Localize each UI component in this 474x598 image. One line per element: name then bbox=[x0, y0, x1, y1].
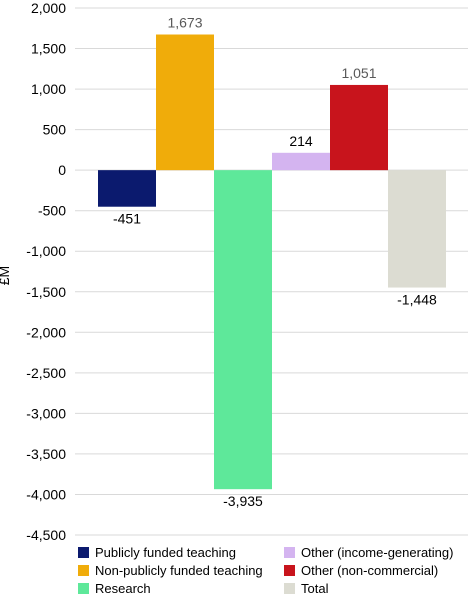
legend-item: Other (income-generating) bbox=[284, 543, 453, 561]
bars bbox=[98, 34, 446, 490]
bar bbox=[156, 34, 214, 171]
y-tick-label: -3,500 bbox=[26, 446, 66, 462]
y-tick-label: 500 bbox=[43, 122, 67, 138]
legend-swatch bbox=[78, 564, 89, 576]
legend-item: Publicly funded teaching bbox=[78, 543, 236, 561]
legend-swatch bbox=[284, 564, 295, 576]
y-tick-label: 1,500 bbox=[31, 41, 66, 57]
y-axis-ticks: 2,000 1,500 1,000 500 0 -500 -1,000 -1,500 -2,00… bbox=[26, 0, 66, 543]
data-label: 1,051 bbox=[341, 65, 376, 81]
y-tick-label: -2,000 bbox=[26, 324, 66, 340]
legend-item: Research bbox=[78, 579, 151, 597]
y-tick-label: -4,500 bbox=[26, 527, 66, 543]
bar bbox=[388, 170, 446, 288]
legend-item: Non-publicly funded teaching bbox=[78, 561, 263, 579]
y-tick-label: -3,000 bbox=[26, 405, 66, 421]
data-labels: -451 1,673 -3,935 214 1,051 -1,448 bbox=[113, 15, 437, 510]
y-tick-label: 1,000 bbox=[31, 81, 66, 97]
bar bbox=[98, 170, 156, 207]
y-tick-label: 0 bbox=[58, 162, 66, 178]
legend-label: Research bbox=[95, 580, 151, 596]
y-tick-label: 2,000 bbox=[31, 0, 66, 16]
legend-label: Publicly funded teaching bbox=[95, 544, 236, 560]
y-tick-label: -2,500 bbox=[26, 365, 66, 381]
y-tick-label: -4,000 bbox=[26, 486, 66, 502]
legend-swatch bbox=[78, 546, 89, 558]
data-label: -451 bbox=[113, 211, 141, 227]
data-label: 214 bbox=[289, 133, 313, 149]
legend-item: Other (non-commercial) bbox=[284, 561, 438, 579]
data-label: 1,673 bbox=[167, 15, 202, 31]
bar bbox=[214, 170, 272, 490]
data-label: -3,935 bbox=[223, 493, 263, 509]
legend-swatch bbox=[78, 582, 89, 594]
legend-label: Other (income-generating) bbox=[301, 544, 454, 560]
bar bbox=[330, 84, 388, 171]
data-label: -1,448 bbox=[397, 292, 437, 308]
legend-swatch bbox=[284, 546, 295, 558]
bar bbox=[272, 152, 330, 171]
legend-label: Non-publicly funded teaching bbox=[95, 562, 263, 578]
legend-swatch bbox=[284, 582, 295, 594]
y-tick-label: -500 bbox=[38, 203, 66, 219]
y-axis-label: £M bbox=[0, 266, 12, 285]
y-tick-label: -1,000 bbox=[26, 243, 66, 259]
legend: Publicly funded teaching Non-publicly fun… bbox=[78, 543, 474, 597]
legend-item: Total bbox=[284, 579, 328, 597]
legend-label: Other (non-commercial) bbox=[301, 562, 439, 578]
legend-label: Total bbox=[301, 580, 329, 596]
y-tick-label: -1,500 bbox=[26, 284, 66, 300]
